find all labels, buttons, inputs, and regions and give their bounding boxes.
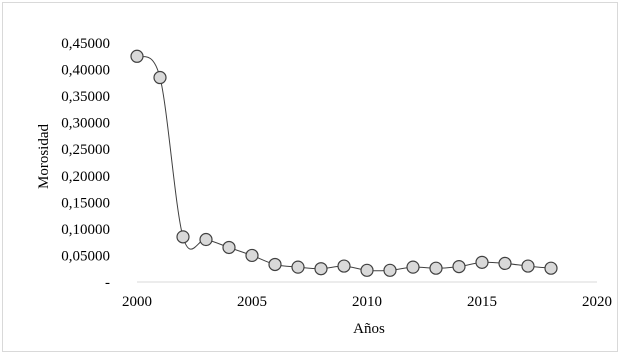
y-tick-label: 0,25000 [61,142,110,158]
data-point [429,261,443,275]
chart-frame [2,2,618,352]
data-point [130,49,144,63]
y-tick-label: 0,30000 [61,116,110,132]
y-tick-label: 0,15000 [61,195,110,211]
data-point [337,259,351,273]
x-tick-label: 2020 [582,294,612,310]
data-point [360,263,374,277]
data-point [452,259,466,274]
x-tick-label: 2010 [352,294,382,310]
y-tick-label: 0,45000 [61,36,110,52]
data-point [544,261,558,275]
data-point [291,260,305,274]
y-tick-label: 0,20000 [61,169,110,185]
data-point [383,263,397,277]
data-point [222,240,236,255]
y-tick-label: 0,10000 [61,222,110,238]
series-line [136,55,552,272]
x-tick-label: 2015 [467,294,497,310]
y-tick-label: 0,40000 [61,63,110,79]
y-axis-title: Morosidad [36,124,52,189]
data-point [498,256,512,271]
data-point [245,248,259,263]
data-point [475,255,489,269]
data-point [176,230,190,244]
x-tick-label: 2000 [122,294,152,310]
y-tick-label: 0,05000 [61,248,110,264]
data-points [130,49,558,277]
data-point [521,259,535,273]
data-point [199,232,213,247]
data-point [314,262,328,276]
data-point [268,257,282,272]
y-tick-label: 0,35000 [61,89,110,105]
x-axis-ticks: 2000 2005 2010 2015 2020 [122,294,612,310]
y-tick-label: - [105,275,110,291]
x-axis-title: Años [353,321,385,337]
data-point [406,260,420,274]
data-point [153,70,167,85]
x-tick-label: 2005 [237,294,267,310]
y-axis-ticks: - 0,05000 0,10000 0,15000 0,20000 0,25000 0,30… [61,36,110,291]
